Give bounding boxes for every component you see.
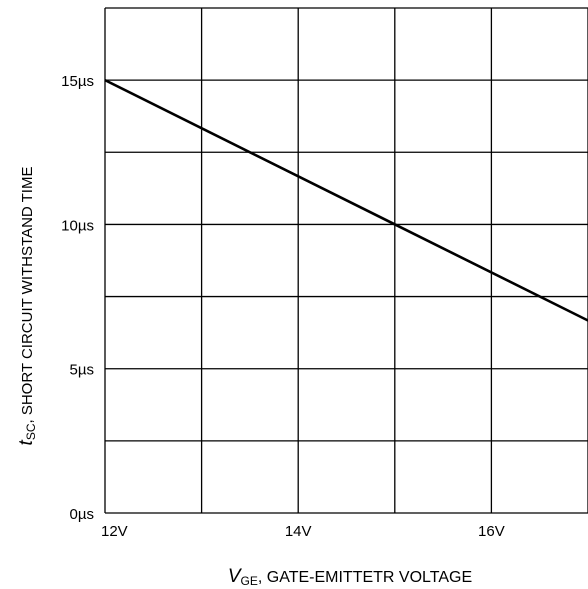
x-tick-label: 12V xyxy=(101,523,128,540)
x-axis-label-sub: GE xyxy=(241,574,258,588)
series-line xyxy=(104,78,588,322)
x-tick-labels: 12V 14V 16V xyxy=(101,523,505,540)
x-tick-label: 14V xyxy=(285,523,312,540)
y-tick-labels: 0µs 5µs 10µs 15µs xyxy=(61,73,94,523)
y-tick-label: 15µs xyxy=(61,73,94,90)
y-tick-label: 5µs xyxy=(70,362,95,379)
y-tick-label: 10µs xyxy=(61,217,94,234)
y-axis-label-sub: SC xyxy=(24,423,38,440)
series-group xyxy=(104,78,588,322)
y-axis-label: tSC, SHORT CIRCUIT WITHSTAND TIME xyxy=(16,167,38,446)
grid xyxy=(104,7,588,514)
y-tick-label: 0µs xyxy=(70,506,95,523)
x-tick-label: 16V xyxy=(478,523,505,540)
x-axis-label-var: V xyxy=(228,566,243,587)
y-axis-label-var: t xyxy=(16,439,37,445)
y-axis-label-text: , SHORT CIRCUIT WITHSTAND TIME xyxy=(19,167,36,424)
x-axis-label: VGE, GATE-EMITTETR VOLTAGE xyxy=(228,566,472,588)
x-axis-label-text: , GATE-EMITTETR VOLTAGE xyxy=(258,569,472,586)
